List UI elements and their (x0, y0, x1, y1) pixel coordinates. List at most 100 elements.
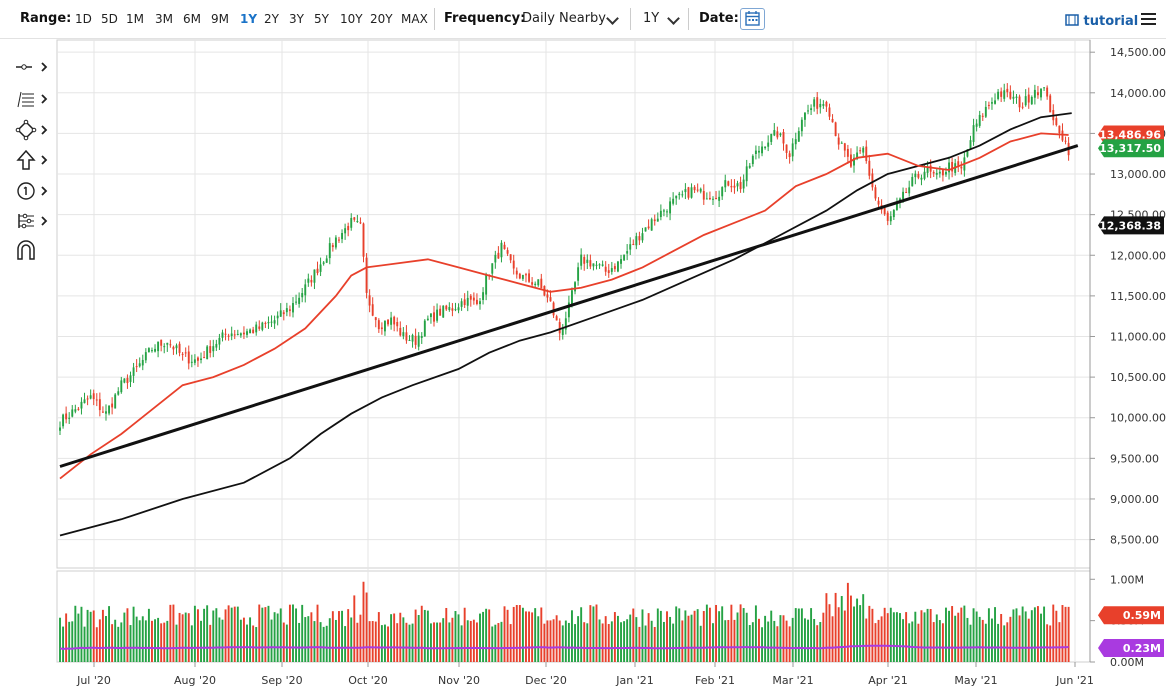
range-max[interactable]: MAX (401, 12, 428, 26)
volume-bar (325, 625, 328, 662)
range-1d[interactable]: 1D (75, 12, 92, 26)
candle-body (684, 189, 687, 193)
volume-bar (387, 626, 389, 662)
price-tick-label: 10,000.00 (1110, 412, 1166, 425)
candle-body (463, 299, 466, 306)
candle-body (966, 149, 969, 157)
tutorial-label[interactable]: tutorial (1083, 14, 1139, 29)
volume-bar (733, 619, 736, 662)
frequency-select[interactable]: Daily Nearby (522, 11, 607, 26)
volume-bar (534, 608, 537, 662)
candle-body (147, 348, 150, 353)
hamburger-menu-icon[interactable] (1141, 13, 1156, 26)
volume-bar (1009, 616, 1012, 662)
volume-bar (295, 608, 298, 662)
volume-bar (779, 615, 782, 662)
candle-body (521, 275, 524, 279)
line-tool-button[interactable] (12, 56, 52, 78)
volume-bar (151, 620, 153, 662)
volume-bar (77, 613, 80, 662)
price-badge-label: 12,368.38 (1099, 219, 1161, 232)
range-9m[interactable]: 9M (211, 12, 229, 26)
arrow-tool-button[interactable] (12, 149, 52, 171)
candle-body (160, 339, 163, 346)
candle-body (157, 341, 160, 352)
annotation-number-button[interactable] (12, 180, 52, 202)
volume-bar (282, 622, 285, 662)
range-2y[interactable]: 2Y (264, 12, 279, 26)
candle-body (172, 346, 175, 350)
range-3m[interactable]: 3M (155, 12, 173, 26)
range-1y[interactable]: 1Y (240, 12, 258, 26)
candle-body (77, 408, 80, 410)
pattern-tool-button[interactable] (12, 210, 52, 232)
candle-body (68, 417, 71, 419)
candle-body (571, 290, 573, 305)
volume-bar (359, 614, 362, 662)
candle-body (693, 186, 696, 191)
volume-bar (420, 605, 423, 662)
volume-bar (144, 620, 147, 662)
candle-body (120, 380, 123, 393)
volume-bar (669, 616, 672, 662)
range-20y[interactable]: 20Y (370, 12, 393, 26)
time-tick-label: May '21 (954, 674, 997, 687)
candle-body (319, 264, 322, 272)
candle-body (92, 393, 95, 400)
range-5d[interactable]: 5D (101, 12, 118, 26)
volume-bar (984, 623, 987, 662)
volume-bar (537, 616, 540, 662)
candle-body (678, 193, 681, 196)
trend-line (59, 144, 1079, 468)
candle-body (727, 181, 730, 186)
candle-body (620, 259, 622, 264)
volume-bar (883, 607, 886, 662)
candle-body (540, 278, 543, 289)
candle-body (564, 318, 567, 330)
volume-bar (224, 609, 227, 662)
volume-bar (629, 614, 632, 662)
volume-bar (745, 612, 748, 662)
volume-bar (101, 609, 104, 662)
range-3y[interactable]: 3Y (289, 12, 304, 26)
candle-body (83, 399, 86, 404)
volume-bar (571, 610, 573, 662)
annotation-number-icon (17, 182, 48, 200)
volume-bar (788, 626, 791, 662)
magnet-tool-button[interactable] (12, 239, 52, 261)
volume-bar (380, 625, 383, 662)
range-10y[interactable]: 10Y (340, 12, 363, 26)
candle-body (825, 101, 828, 107)
time-tick-label: Jul '20 (76, 674, 111, 687)
candle-body (929, 165, 932, 172)
volume-bar (1006, 622, 1009, 662)
tutorial-link[interactable]: tutorial (1065, 14, 1138, 29)
volume-bar (895, 612, 898, 662)
volume-bar (819, 622, 822, 662)
candle-body (310, 279, 313, 283)
volume-bar (632, 608, 635, 662)
candle-body (644, 227, 647, 232)
candle-body (151, 350, 153, 352)
volume-bar (218, 617, 221, 662)
candle-body (580, 254, 583, 266)
calendar-button[interactable] (740, 8, 765, 30)
volume-bar (525, 611, 527, 662)
fibonacci-tool-button[interactable] (12, 88, 52, 110)
candle-body (190, 361, 193, 363)
range-5y[interactable]: 5Y (314, 12, 329, 26)
volume-bar (74, 605, 77, 662)
candle-body (503, 244, 506, 250)
volume-bar (764, 615, 767, 662)
shape-tool-button[interactable] (12, 119, 52, 141)
volume-bar (433, 622, 435, 662)
pattern-tool-icon (18, 213, 48, 229)
volume-bar (975, 611, 978, 662)
volume-bar (252, 625, 255, 662)
range-1m[interactable]: 1M (126, 12, 144, 26)
range-6m[interactable]: 6M (183, 12, 201, 26)
volume-bar (871, 608, 874, 662)
volume-bar (638, 626, 641, 662)
period-select[interactable]: 1Y (643, 11, 660, 26)
